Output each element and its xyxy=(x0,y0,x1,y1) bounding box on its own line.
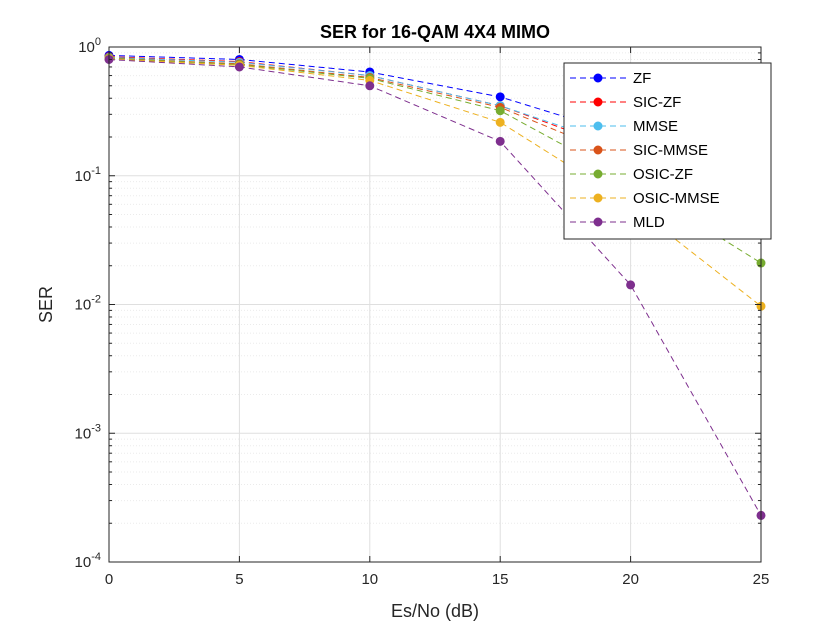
legend-marker xyxy=(593,217,603,227)
data-point xyxy=(234,62,244,72)
data-point xyxy=(495,92,505,102)
legend-label: MMSE xyxy=(633,118,678,135)
series-line xyxy=(108,59,762,516)
y-tick-label: 10-1 xyxy=(75,165,101,185)
legend-marker xyxy=(593,121,603,131)
x-tick-label: 15 xyxy=(492,571,509,588)
legend-label: MLD xyxy=(633,214,665,231)
legend-label: SIC-MMSE xyxy=(633,142,708,159)
legend-label: ZF xyxy=(633,70,651,87)
x-tick-label: 20 xyxy=(622,571,639,588)
legend-marker xyxy=(593,97,603,107)
legend-marker xyxy=(593,169,603,179)
x-tick-label: 5 xyxy=(235,571,243,588)
legend-marker xyxy=(593,145,603,155)
y-tick-label: 10-4 xyxy=(75,551,101,571)
y-tick-label: 10-2 xyxy=(75,294,101,314)
legend-label: SIC-ZF xyxy=(633,94,681,111)
x-tick-label: 0 xyxy=(105,571,113,588)
x-axis-label: Es/No (dB) xyxy=(391,601,479,621)
data-point xyxy=(495,117,505,127)
legend-marker xyxy=(593,193,603,203)
legend-label: OSIC-MMSE xyxy=(633,190,720,207)
x-tick-label: 25 xyxy=(753,571,770,588)
data-point xyxy=(626,280,636,290)
y-tick-label: 100 xyxy=(78,36,101,56)
y-tick-labels: 10-4 10-3 10-2 10-1 100 xyxy=(75,36,101,571)
legend-label: OSIC-ZF xyxy=(633,166,693,183)
y-tick-label: 10-3 xyxy=(75,422,101,442)
data-point xyxy=(365,81,375,91)
data-point xyxy=(495,106,505,116)
legend-marker xyxy=(593,73,603,83)
chart-title: SER for 16-QAM 4X4 MIMO xyxy=(320,22,550,42)
x-tick-labels: 0 5 10 15 20 25 xyxy=(105,571,770,588)
x-tick-label: 10 xyxy=(361,571,378,588)
legend: ZF SIC-ZF MMSE SIC-MMSE OSIC-ZF OSIC-MMSE MLD xyxy=(563,62,772,240)
y-axis-label: SER xyxy=(36,286,56,323)
data-point xyxy=(495,136,505,146)
